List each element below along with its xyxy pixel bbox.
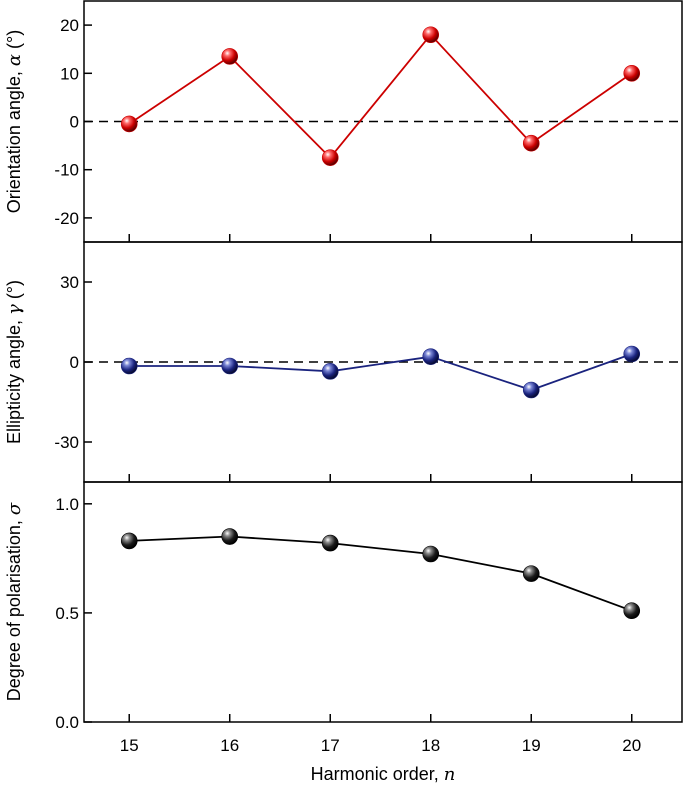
x-axis-title: Harmonic order, n <box>311 764 456 785</box>
y-tick-label: 10 <box>60 64 79 83</box>
data-point <box>522 565 540 582</box>
data-point <box>120 532 138 550</box>
x-tick-label: 18 <box>421 736 440 755</box>
plot-frame <box>83 481 683 723</box>
x-axis: 15 16 17 18 19 20 <box>120 736 641 755</box>
degree-of-polarisation-panel: Degree of polarisation, σ 1.0 0.5 0.0 <box>4 481 683 732</box>
y-axis-title: Degree of polarisation, σ <box>4 502 25 701</box>
series-line <box>128 33 633 160</box>
data-point <box>120 357 138 375</box>
data-point <box>623 602 641 620</box>
x-tick-label: 20 <box>622 736 641 755</box>
data-point <box>221 528 239 545</box>
data-point <box>522 134 540 152</box>
y-tick-label: 30 <box>60 273 79 292</box>
series-line <box>129 353 633 391</box>
x-tick-label: 15 <box>120 736 139 755</box>
y-tick-label: -30 <box>54 433 79 452</box>
y-tick-label: 0 <box>70 353 79 372</box>
data-point <box>321 363 339 380</box>
orientation-angle-panel: Orientation angle, α (°) 20 10 0 -10 -20 <box>4 0 683 243</box>
series-line <box>129 535 633 612</box>
data-point <box>522 381 540 399</box>
y-axis-title: Orientation angle, α (°) <box>4 30 25 213</box>
y-tick-label: -20 <box>54 209 79 228</box>
data-point <box>422 545 440 563</box>
plot-frame <box>83 241 683 483</box>
y-axis-title: Ellipticity angle, γ (°) <box>4 280 25 444</box>
x-tick-label: 17 <box>321 736 340 755</box>
ellipticity-angle-panel: Ellipticity angle, γ (°) 30 0 -30 <box>4 241 683 483</box>
y-tick-label: 20 <box>60 16 79 35</box>
y-tick-label: 0 <box>70 113 79 132</box>
y-tick-label: 1.0 <box>55 495 79 514</box>
x-tick-label: 16 <box>220 736 239 755</box>
y-tick-label: -10 <box>54 161 79 180</box>
data-point <box>221 48 239 65</box>
data-point <box>422 348 440 365</box>
data-point <box>120 115 138 133</box>
plot-frame <box>83 0 683 243</box>
data-point <box>321 534 339 552</box>
y-tick-label: 0.5 <box>55 604 79 623</box>
data-point <box>623 65 641 82</box>
y-tick-label: 0.0 <box>55 713 79 732</box>
x-tick-label: 19 <box>522 736 541 755</box>
data-point <box>221 357 239 375</box>
data-point <box>422 26 440 44</box>
data-point <box>321 149 339 166</box>
data-point <box>623 345 641 363</box>
